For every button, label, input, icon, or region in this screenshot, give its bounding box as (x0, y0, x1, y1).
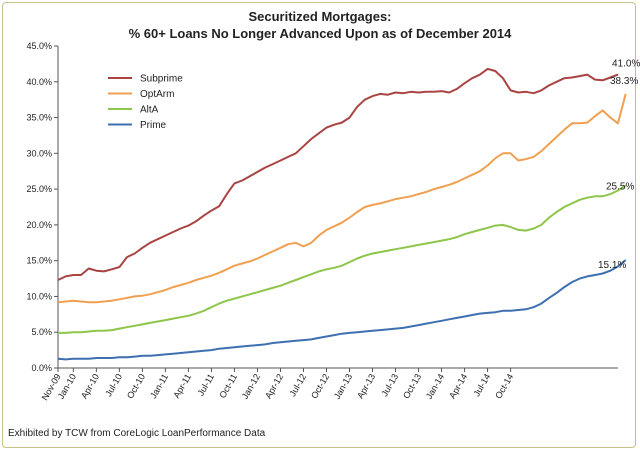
x-tick-label: Jul-11 (196, 372, 217, 398)
x-tick-label: Oct-13 (401, 372, 423, 400)
chart-title-block: Securitized Mortgages: % 60+ Loans No Lo… (0, 8, 640, 42)
series-lines (57, 67, 627, 361)
axes (57, 46, 618, 369)
x-tick-label: Oct-11 (217, 372, 239, 400)
x-tick-label: Jul-10 (103, 372, 124, 398)
series-line-subprime (57, 67, 619, 281)
x-tick-label: Apr-13 (355, 372, 377, 400)
end-label-optarm: 38.3% (610, 76, 638, 87)
end-label-subprime: 41.0% (612, 59, 640, 70)
x-tick-label: Apr-14 (447, 372, 469, 400)
y-tick-label: 40.0% (26, 77, 52, 87)
chart-subtitle: % 60+ Loans No Longer Advanced Upon as o… (128, 26, 512, 41)
y-tick-label: 25.0% (26, 184, 52, 194)
x-tick-label: Jan-13 (332, 372, 354, 401)
x-tick-label: Apr-12 (263, 372, 285, 400)
legend-label-prime: Prime (140, 120, 167, 131)
y-tick-label: 45.0% (26, 41, 52, 51)
end-label-alta: 25.5% (606, 182, 634, 193)
y-axis-ticks: 0.0% 5.0% 10.0% 15.0% 20.0% 25.0% 30.0% 35.0% 40… (26, 41, 58, 373)
chart-frame (2, 2, 636, 448)
y-tick-label: 0.0% (31, 363, 52, 373)
x-tick-label: Apr-10 (79, 372, 101, 400)
x-tick-label: Jan-11 (148, 372, 170, 400)
x-tick-label: Apr-11 (171, 372, 193, 400)
x-tick-label: Jan-14 (424, 372, 446, 401)
legend-label-subprime: Subprime (140, 74, 183, 85)
y-tick-label: 15.0% (26, 256, 52, 266)
legend-label-alta: AltA (140, 105, 159, 116)
y-tick-label: 20.0% (26, 220, 52, 230)
y-tick-label: 10.0% (26, 291, 52, 301)
x-tick-label: Oct-14 (493, 372, 515, 400)
x-tick-label: Jul-12 (287, 372, 308, 398)
x-tick-label: Jul-14 (471, 372, 492, 398)
y-tick-label: 5.0% (31, 327, 52, 337)
x-tick-label: Oct-10 (125, 372, 147, 400)
end-label-prime: 15.1% (598, 260, 626, 271)
y-tick-label: 35.0% (26, 113, 52, 123)
end-labels: 41.0% 38.3% 25.5% 15.1% (598, 59, 640, 271)
x-tick-label: Jul-13 (379, 372, 400, 398)
series-line-alta (58, 184, 627, 334)
series-line-optarm (57, 93, 627, 304)
x-tick-label: Oct-12 (309, 372, 331, 400)
series-line-prime (57, 259, 627, 361)
y-tick-label: 30.0% (26, 148, 52, 158)
chart-title: Securitized Mortgages: (248, 9, 392, 24)
source-note: Exhibited by TCW from CoreLogic LoanPerf… (8, 428, 266, 439)
legend-label-optarm: OptArm (140, 89, 174, 100)
legend: Subprime OptArm AltA Prime (108, 74, 183, 131)
x-tick-label: Jan-12 (240, 372, 262, 401)
